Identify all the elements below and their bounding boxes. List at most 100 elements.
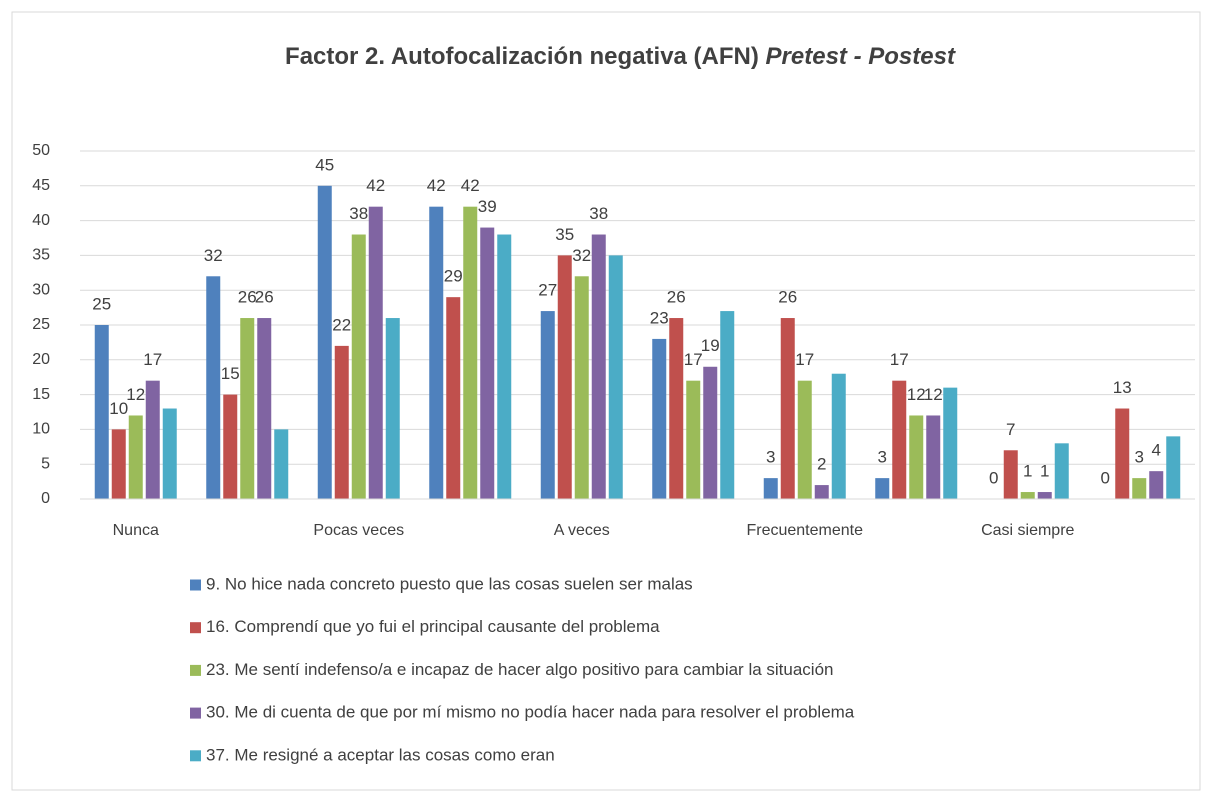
x-tick-label: Nunca <box>113 522 159 539</box>
bar <box>1003 450 1018 499</box>
bar <box>463 206 478 499</box>
data-label: 13 <box>1113 378 1132 397</box>
data-label: 45 <box>315 155 334 174</box>
data-label: 32 <box>204 246 223 265</box>
y-tick-label: 15 <box>32 386 50 403</box>
bar <box>429 206 444 499</box>
bar <box>720 311 735 499</box>
data-label: 22 <box>332 315 351 334</box>
legend-swatch <box>190 707 201 719</box>
bar <box>257 318 272 499</box>
data-label: 12 <box>924 385 943 404</box>
bar <box>703 366 718 499</box>
data-label: 17 <box>143 350 162 369</box>
data-label: 10 <box>109 399 128 418</box>
bar <box>480 227 495 499</box>
bar <box>943 387 958 499</box>
bar <box>1115 408 1130 499</box>
x-tick-label: Pocas veces <box>313 522 404 539</box>
bar <box>557 255 572 499</box>
data-label: 26 <box>255 288 274 307</box>
bar <box>1037 492 1052 499</box>
bar <box>385 318 400 499</box>
y-tick-label: 0 <box>41 490 50 507</box>
data-label: 19 <box>701 336 720 355</box>
legend-label: 37. Me resigné a aceptar las cosas como … <box>206 745 555 764</box>
data-label: 25 <box>92 294 111 313</box>
bar <box>240 318 255 499</box>
bar <box>162 408 177 499</box>
data-label: 12 <box>126 385 145 404</box>
bar <box>1149 471 1164 499</box>
data-label: 42 <box>366 176 385 195</box>
y-tick-label: 20 <box>32 351 50 368</box>
bar <box>1166 436 1181 499</box>
data-label: 1 <box>1040 462 1049 481</box>
legend-label: 23. Me sentí indefenso/a e incapaz de ha… <box>206 660 834 679</box>
data-label: 39 <box>478 197 497 216</box>
y-tick-label: 35 <box>32 247 50 264</box>
bar <box>608 255 623 499</box>
data-label: 7 <box>1006 420 1015 439</box>
data-label: 27 <box>538 281 557 300</box>
data-label: 38 <box>349 204 368 223</box>
data-label: 4 <box>1152 441 1161 460</box>
data-label: 26 <box>238 288 257 307</box>
bar <box>145 380 160 499</box>
bar <box>446 297 461 499</box>
bar <box>780 318 795 499</box>
bar <box>368 206 383 499</box>
bar <box>591 234 606 499</box>
data-label: 0 <box>989 468 998 487</box>
bar <box>574 276 589 499</box>
legend-swatch <box>190 750 201 762</box>
data-label: 1 <box>1023 462 1032 481</box>
x-tick-label: Frecuentemente <box>746 522 863 539</box>
bar <box>926 415 941 499</box>
legend-swatch <box>190 622 201 634</box>
data-label: 32 <box>572 246 591 265</box>
chart-subtitle: Pretest - Postest <box>766 43 956 70</box>
legend-label: 9. No hice nada concreto puesto que las … <box>206 574 693 593</box>
data-label: 29 <box>444 267 463 286</box>
data-label: 17 <box>890 350 909 369</box>
bar <box>763 478 778 499</box>
bar <box>128 415 143 499</box>
y-tick-label: 30 <box>32 281 50 298</box>
data-label: 42 <box>461 176 480 195</box>
data-label: 3 <box>766 448 775 467</box>
data-label: 12 <box>907 385 926 404</box>
legend-swatch <box>190 579 201 591</box>
data-label: 23 <box>650 308 669 327</box>
x-tick-label: Casi siempre <box>981 522 1074 539</box>
bar <box>317 185 332 500</box>
bar <box>797 380 812 499</box>
bar <box>875 478 890 499</box>
data-label: 42 <box>427 176 446 195</box>
bar <box>686 380 701 499</box>
data-label: 15 <box>221 364 240 383</box>
bar <box>814 485 829 499</box>
bar <box>94 325 109 499</box>
bar <box>111 429 126 499</box>
data-label: 26 <box>778 288 797 307</box>
chart-title: Factor 2. Autofocalización negativa (AFN… <box>285 43 759 70</box>
bar <box>497 234 512 499</box>
bar <box>1020 492 1035 499</box>
data-label: 26 <box>667 288 686 307</box>
bar <box>274 429 289 499</box>
bar <box>334 345 349 499</box>
x-tick-label: A veces <box>554 522 610 539</box>
data-label: 2 <box>817 455 826 474</box>
bar <box>652 338 667 499</box>
data-label: 38 <box>589 204 608 223</box>
bar <box>223 394 238 499</box>
y-tick-label: 40 <box>32 212 50 229</box>
legend-label: 30. Me di cuenta de que por mí mismo no … <box>206 703 855 722</box>
bar <box>206 276 221 499</box>
bar <box>892 380 907 499</box>
data-label: 3 <box>1135 448 1144 467</box>
data-label: 17 <box>795 350 814 369</box>
bar <box>909 415 924 499</box>
